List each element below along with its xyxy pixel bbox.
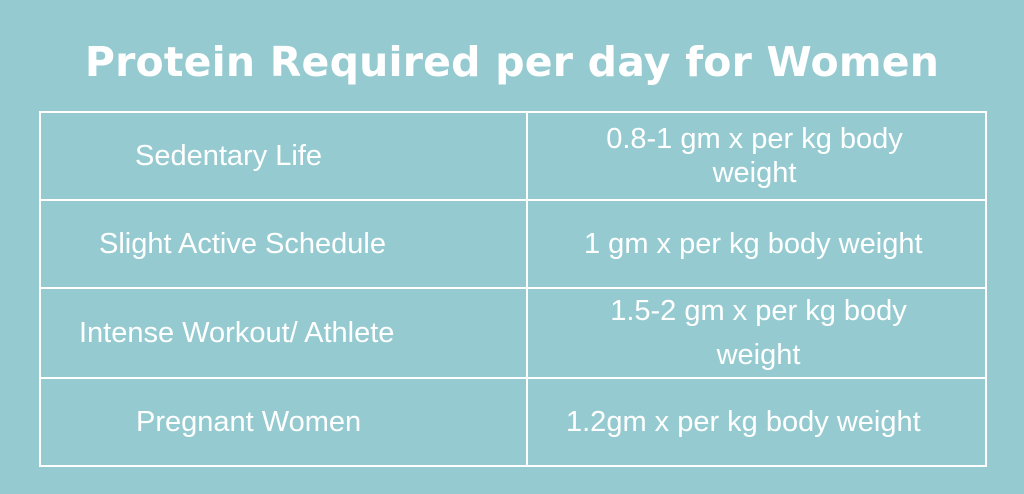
category-cell: Pregnant Women (39, 377, 528, 467)
requirement-value: 1 gm x per kg body weight (584, 228, 923, 260)
category-label: Sedentary Life (135, 140, 323, 172)
requirement-value: 1.5-2 gm x per kg body weight (610, 295, 907, 371)
category-cell: Slight Active Schedule (39, 199, 528, 289)
table-row: Sedentary Life 0.8-1 gm x per kg body we… (39, 111, 987, 201)
table-row: Intense Workout/ Athlete 1.5-2 gm x per … (39, 287, 987, 379)
requirement-cell: 1.2gm x per kg body weight (526, 377, 987, 467)
category-cell: Sedentary Life (39, 111, 528, 201)
category-label: Intense Workout/ Athlete (79, 317, 395, 349)
requirement-cell: 0.8-1 gm x per kg body weight (526, 111, 987, 201)
table-row: Slight Active Schedule 1 gm x per kg bod… (39, 199, 987, 289)
page-title: Protein Required per day for Women (84, 38, 940, 86)
protein-table: Sedentary Life 0.8-1 gm x per kg body we… (39, 111, 987, 467)
category-label: Pregnant Women (136, 406, 362, 438)
table-row: Pregnant Women 1.2gm x per kg body weigh… (39, 377, 987, 467)
requirement-cell: 1.5-2 gm x per kg body weight (526, 287, 987, 379)
category-label: Slight Active Schedule (99, 228, 386, 260)
requirement-value: 1.2gm x per kg body weight (566, 406, 921, 438)
requirement-value: 0.8-1 gm x per kg body weight (606, 123, 903, 189)
requirement-cell: 1 gm x per kg body weight (526, 199, 987, 289)
category-cell: Intense Workout/ Athlete (39, 287, 528, 379)
